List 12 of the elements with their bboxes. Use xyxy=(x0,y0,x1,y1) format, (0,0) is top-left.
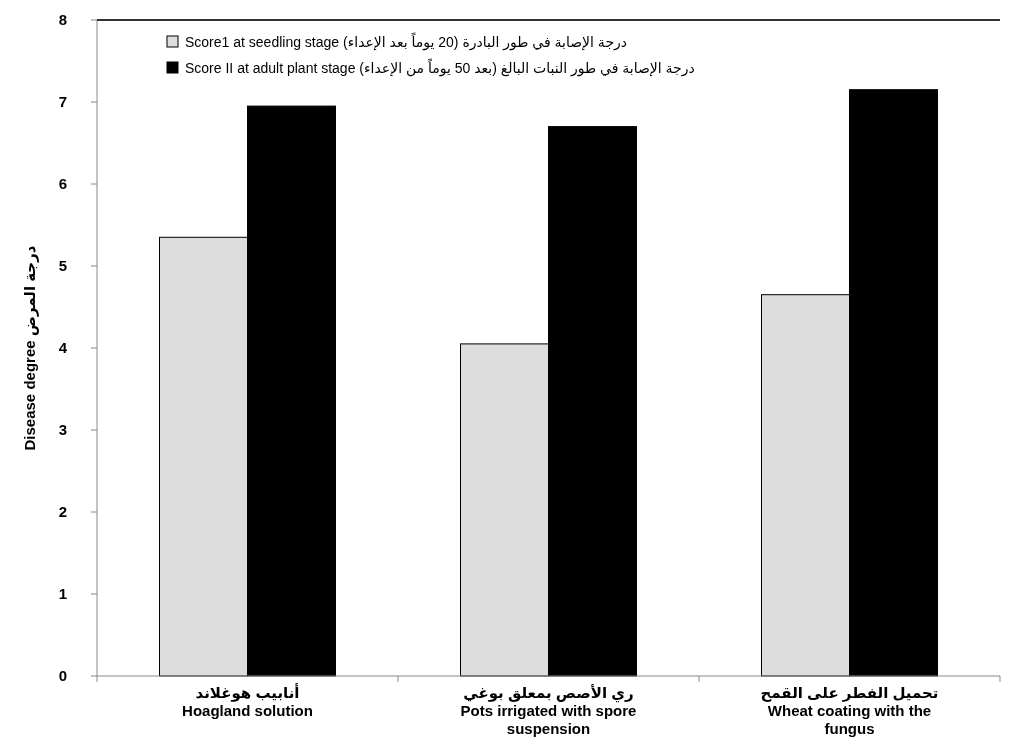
y-tick-label: 0 xyxy=(58,667,67,685)
legend-label: Score1 at seedling stage درجة الإصابة في طور البادرة (20 يوماً بعد الإعداء) xyxy=(185,31,628,51)
legend-label: Score II at adult plant stage درجة الإصابة في طور النبات البالغ (بعد 50 يوماً من الإعداء) xyxy=(185,57,695,77)
y-tick-label: 7 xyxy=(58,93,67,111)
y-tick-label: 8 xyxy=(58,11,67,29)
y-tick-label: 4 xyxy=(58,339,68,357)
y-tick-label: 6 xyxy=(58,175,67,193)
y-tick-label: 2 xyxy=(58,503,67,521)
y-tick-label: 5 xyxy=(58,257,67,275)
y-axis-title: Disease degree درجة المرض xyxy=(21,245,39,451)
y-tick-label: 3 xyxy=(58,421,67,439)
y-tick-label: 1 xyxy=(58,585,67,603)
